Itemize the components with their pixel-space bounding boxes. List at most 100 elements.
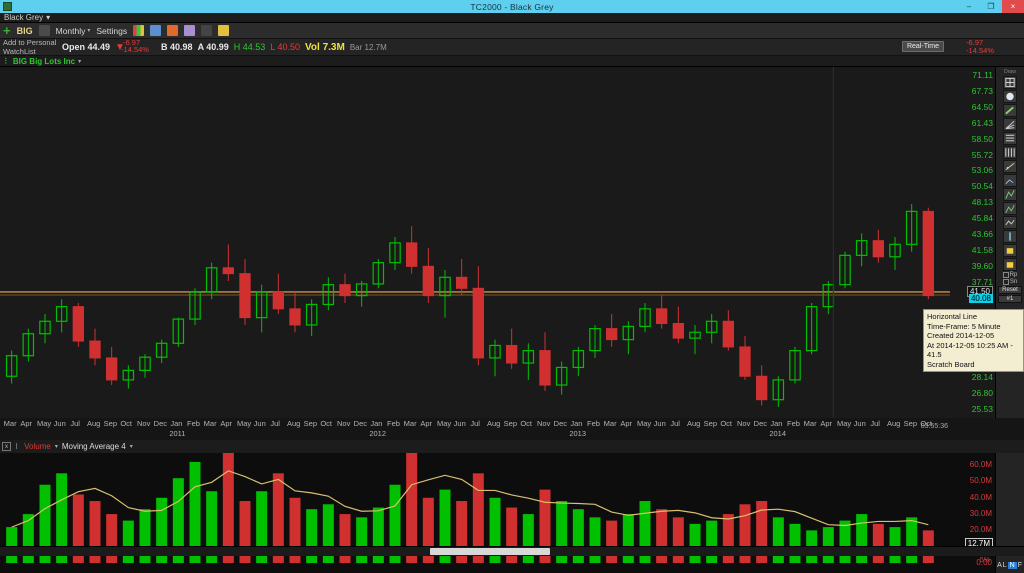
bid-value: B 40.98	[161, 42, 193, 52]
link-icon[interactable]	[201, 25, 213, 36]
chart-bars-icon[interactable]	[133, 25, 145, 36]
wave-icon[interactable]	[1003, 216, 1017, 229]
date-axis-month: Jul	[870, 419, 880, 428]
alf-l[interactable]: L	[1002, 562, 1007, 569]
date-axis-month: Jan	[370, 419, 383, 428]
date-axis-month: May	[437, 419, 452, 428]
checkbox-box-icon[interactable]	[1002, 279, 1009, 285]
checkbox-box-icon[interactable]	[1002, 272, 1009, 278]
price-axis-label: 26.80	[971, 388, 993, 399]
change-block: ▼ -6.97 -14.54%	[115, 38, 161, 56]
date-axis-month: Aug	[887, 419, 901, 428]
alf-a[interactable]: A	[997, 562, 1002, 569]
chevron-down-icon[interactable]: ▾	[129, 444, 133, 450]
volume-title[interactable]: Volume	[24, 442, 51, 451]
date-axis-month: Mar	[3, 419, 17, 428]
chevron-down-icon[interactable]: ▾	[87, 28, 91, 34]
date-axis-month: Jun	[653, 419, 666, 428]
volume-panel-header[interactable]: x ⠇ Volume ▾ Moving Average 4 ▾	[0, 440, 1024, 453]
ask-value: A 40.99	[197, 42, 229, 52]
date-axis-month: Jul	[670, 419, 680, 428]
symbol-row[interactable]: ⠇ BIG Big Lots Inc ▾	[0, 56, 1024, 67]
chevron-down-icon[interactable]: ▾	[78, 58, 82, 65]
date-axis-month: Jul	[270, 419, 280, 428]
notes-icon[interactable]	[184, 25, 196, 36]
chart-bars-icon[interactable]	[38, 25, 50, 36]
close-button[interactable]: ×	[1002, 0, 1024, 13]
minimize-button[interactable]: –	[966, 2, 972, 11]
volume-bars-pane[interactable]	[0, 453, 950, 573]
trend-icon[interactable]	[1003, 202, 1017, 215]
shape-icon[interactable]	[1003, 90, 1017, 103]
timeframe-dropdown[interactable]: Monthly ▾	[56, 26, 91, 36]
sn-checkbox[interactable]: Sn	[1002, 279, 1017, 285]
symbol-button[interactable]: BIG	[16, 25, 33, 36]
theme-bar[interactable]: Black Grey ▾	[0, 13, 1024, 23]
volume-close-checkbox[interactable]: x	[2, 442, 11, 451]
tooltip-line-1: Horizontal Line	[927, 312, 978, 321]
alf-n[interactable]: N	[1007, 562, 1017, 569]
chevron-down-icon[interactable]: ▾	[54, 444, 58, 450]
gann-icon[interactable]	[1003, 188, 1017, 201]
horizontal-scrollbar-thumb[interactable]	[430, 548, 550, 555]
folder-icon[interactable]	[218, 25, 230, 36]
alf-f[interactable]: F	[1017, 562, 1022, 569]
price-axis-label: 45.84	[971, 213, 993, 224]
rp-checkbox[interactable]: Rp	[1002, 272, 1017, 278]
tooltip-line-3: Created 2014-12-05	[927, 331, 995, 340]
vertical-line-icon[interactable]	[1003, 230, 1017, 243]
date-axis-month: Dec	[553, 419, 567, 428]
date-axis-month: Aug	[487, 419, 501, 428]
date-axis-month: Oct	[320, 419, 332, 428]
date-axis-month: Aug	[687, 419, 701, 428]
date-axis-month: Mar	[803, 419, 817, 428]
date-axis-month: Apr	[20, 419, 32, 428]
chevron-down-icon[interactable]: ▾	[46, 13, 51, 22]
settings-button[interactable]: Settings	[96, 26, 127, 36]
highlight-icon[interactable]	[1003, 258, 1017, 271]
date-axis-month: Jan	[170, 419, 183, 428]
price-tag-cursor: 40.08	[968, 293, 993, 303]
settings-label[interactable]: Settings	[96, 25, 128, 36]
date-axis-month: Dec	[753, 419, 767, 428]
drag-handle-icon[interactable]: ⠇	[15, 443, 21, 451]
symbol-name-label[interactable]: BIG Big Lots Inc	[12, 56, 76, 66]
timeframe-label[interactable]: Monthly	[55, 25, 86, 36]
maximize-button[interactable]: ❐	[987, 2, 995, 11]
price-chart-area[interactable]: 71.11 67.73 64.50 61.43 58.50 55.72 53.06 50.54…	[0, 67, 1024, 418]
date-axis-month: Oct	[720, 419, 732, 428]
date-axis-month: Feb	[587, 419, 600, 428]
date-axis-month: Feb	[787, 419, 800, 428]
window-controls[interactable]: – ❐ ×	[958, 0, 1024, 13]
candlestick-pane[interactable]	[0, 67, 950, 418]
date-axis-month: Sep	[303, 419, 318, 428]
date-axis-month: Nov	[137, 419, 151, 428]
clock-label: 03:55:36	[920, 423, 948, 430]
fan-icon[interactable]	[1003, 118, 1017, 131]
reset-button[interactable]: Reset	[998, 286, 1022, 294]
realtime-button[interactable]: Real-Time	[901, 41, 944, 52]
channel-icon[interactable]	[1003, 146, 1017, 159]
add-to-watchlist-link[interactable]: Add to Personal WatchList	[3, 38, 57, 56]
drag-handle-icon[interactable]: ⠇	[4, 56, 10, 66]
main-toolbar[interactable]: + BIG Monthly ▾ Settings	[0, 23, 1024, 39]
date-axis-month: Jul	[70, 419, 80, 428]
pencil-icon[interactable]	[1003, 104, 1017, 117]
moving-average-label[interactable]: Moving Average 4	[61, 442, 126, 451]
alarm-icon[interactable]	[167, 25, 179, 36]
fib-levels-icon[interactable]	[1003, 132, 1017, 145]
page-indicator[interactable]: #1	[998, 295, 1022, 303]
status-bar	[0, 546, 1024, 556]
date-axis-month: Jun	[853, 419, 866, 428]
alf-toggle-group[interactable]: A L N F	[997, 562, 1022, 569]
theme-label[interactable]: Black Grey	[4, 13, 44, 22]
price-axis-label: 37.71	[971, 276, 993, 287]
text-icon[interactable]	[1003, 244, 1017, 257]
date-axis-month: Sep	[703, 419, 718, 428]
grid-icon[interactable]	[1003, 76, 1017, 89]
bar-value: Bar 12.7M	[349, 42, 387, 52]
window-icon[interactable]	[150, 25, 162, 36]
andrews-pitchfork-icon[interactable]	[1003, 174, 1017, 187]
regression-icon[interactable]	[1003, 160, 1017, 173]
add-symbol-button[interactable]: +	[3, 22, 11, 38]
